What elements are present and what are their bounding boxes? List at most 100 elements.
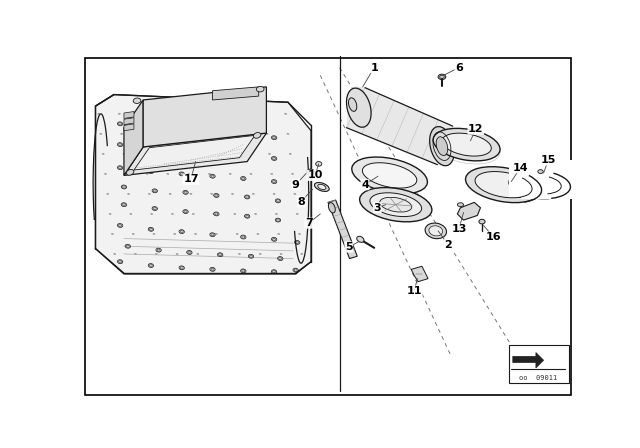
Ellipse shape — [227, 153, 229, 155]
Ellipse shape — [149, 228, 152, 230]
Ellipse shape — [248, 254, 253, 258]
Ellipse shape — [242, 236, 245, 238]
Ellipse shape — [257, 86, 264, 92]
Ellipse shape — [172, 213, 173, 215]
Ellipse shape — [356, 236, 364, 242]
Bar — [509, 345, 569, 383]
Text: 7: 7 — [305, 218, 312, 228]
Ellipse shape — [293, 268, 298, 272]
Ellipse shape — [349, 98, 356, 112]
Ellipse shape — [538, 170, 543, 173]
Text: 17: 17 — [183, 174, 198, 184]
Ellipse shape — [149, 170, 152, 173]
Ellipse shape — [97, 113, 100, 115]
Ellipse shape — [208, 173, 211, 175]
Ellipse shape — [242, 177, 245, 180]
Ellipse shape — [234, 213, 236, 215]
Ellipse shape — [185, 153, 188, 155]
Ellipse shape — [149, 126, 152, 129]
Ellipse shape — [328, 202, 335, 213]
Ellipse shape — [287, 133, 289, 134]
Ellipse shape — [215, 194, 218, 197]
Ellipse shape — [179, 129, 184, 133]
Ellipse shape — [213, 213, 215, 215]
Ellipse shape — [210, 152, 215, 156]
Ellipse shape — [104, 173, 107, 175]
Ellipse shape — [316, 162, 322, 166]
Ellipse shape — [271, 270, 276, 274]
Ellipse shape — [118, 143, 122, 146]
Text: 9: 9 — [292, 180, 300, 190]
Ellipse shape — [242, 134, 245, 137]
Ellipse shape — [107, 193, 109, 195]
Ellipse shape — [271, 136, 276, 140]
Ellipse shape — [241, 134, 246, 138]
Ellipse shape — [133, 98, 141, 103]
Ellipse shape — [241, 154, 246, 158]
Ellipse shape — [442, 133, 492, 156]
Text: 11: 11 — [406, 286, 422, 296]
Ellipse shape — [179, 230, 184, 233]
Ellipse shape — [169, 193, 172, 195]
Ellipse shape — [162, 133, 164, 134]
Ellipse shape — [117, 142, 123, 146]
Polygon shape — [509, 164, 566, 197]
Ellipse shape — [211, 132, 214, 134]
Ellipse shape — [370, 193, 422, 216]
Ellipse shape — [273, 271, 276, 273]
Ellipse shape — [118, 224, 122, 227]
Ellipse shape — [180, 173, 183, 175]
Ellipse shape — [275, 218, 280, 222]
Polygon shape — [411, 266, 428, 282]
Ellipse shape — [509, 171, 570, 199]
Text: 12: 12 — [468, 124, 484, 134]
Ellipse shape — [179, 172, 184, 176]
Text: 2: 2 — [444, 240, 452, 250]
Ellipse shape — [117, 122, 123, 126]
Ellipse shape — [218, 253, 220, 255]
Text: 4: 4 — [361, 180, 369, 190]
Ellipse shape — [318, 185, 326, 190]
Ellipse shape — [214, 212, 219, 216]
Ellipse shape — [196, 253, 199, 255]
Ellipse shape — [219, 254, 221, 256]
Ellipse shape — [210, 174, 215, 178]
Ellipse shape — [296, 213, 298, 215]
Ellipse shape — [148, 170, 154, 173]
Ellipse shape — [156, 248, 161, 252]
Ellipse shape — [248, 153, 250, 155]
Ellipse shape — [266, 133, 268, 134]
Ellipse shape — [275, 199, 280, 203]
Ellipse shape — [429, 226, 443, 236]
Ellipse shape — [241, 269, 246, 273]
Ellipse shape — [279, 258, 282, 260]
Polygon shape — [143, 87, 266, 147]
Polygon shape — [346, 86, 452, 166]
Ellipse shape — [134, 253, 137, 255]
Ellipse shape — [253, 133, 261, 138]
Ellipse shape — [278, 257, 283, 261]
Ellipse shape — [276, 219, 280, 221]
Polygon shape — [212, 87, 259, 100]
Ellipse shape — [157, 249, 160, 251]
Ellipse shape — [164, 153, 166, 155]
Ellipse shape — [275, 213, 278, 215]
Ellipse shape — [307, 169, 315, 174]
Ellipse shape — [214, 194, 219, 198]
Ellipse shape — [255, 213, 257, 215]
Ellipse shape — [183, 190, 188, 194]
Ellipse shape — [211, 153, 214, 155]
Ellipse shape — [120, 133, 123, 134]
Ellipse shape — [418, 273, 420, 275]
Polygon shape — [513, 353, 543, 368]
Ellipse shape — [215, 213, 218, 215]
Ellipse shape — [294, 193, 296, 195]
Ellipse shape — [252, 193, 255, 195]
Ellipse shape — [180, 113, 183, 115]
Ellipse shape — [179, 266, 184, 270]
Polygon shape — [134, 135, 255, 170]
Text: 6: 6 — [455, 63, 463, 73]
Ellipse shape — [271, 156, 276, 160]
Ellipse shape — [215, 233, 218, 235]
Ellipse shape — [109, 213, 111, 215]
